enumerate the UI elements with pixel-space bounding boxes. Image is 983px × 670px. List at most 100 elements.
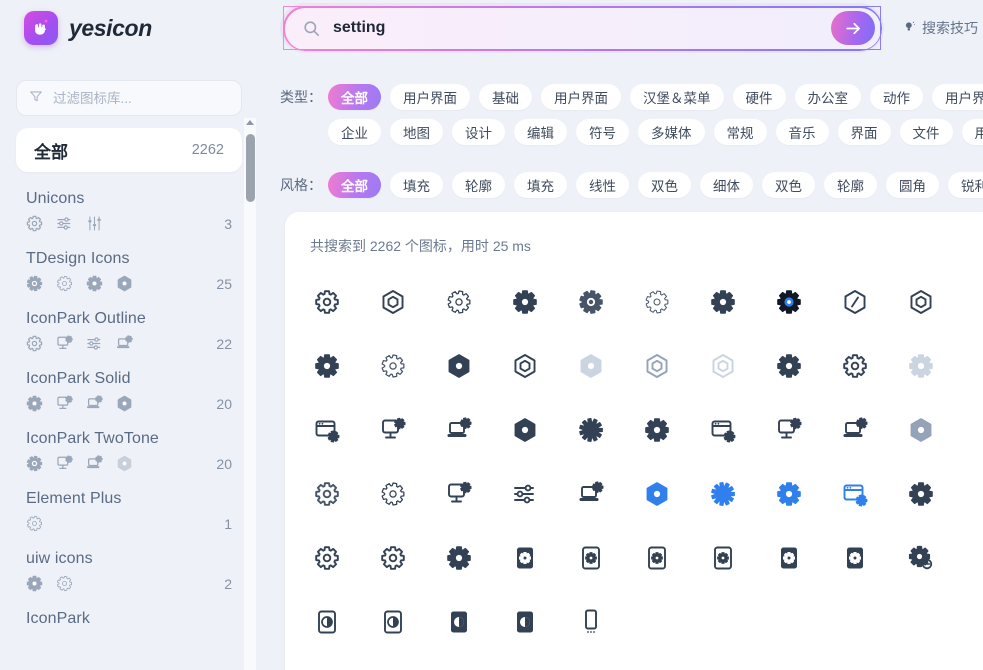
gear-solid-ring-icon[interactable] [558,270,624,334]
type-filter-tag-4[interactable]: 汉堡＆菜单 [630,84,724,110]
gear-hairline-icon[interactable] [624,270,690,334]
style-filter-tag-9[interactable]: 圆角 [886,172,939,198]
hexagon-grey-dot-icon[interactable] [558,334,624,398]
type-filter-tag-7[interactable]: 音乐 [775,119,829,145]
gear-refresh-icon[interactable] [888,526,954,590]
gear-burst-icon[interactable] [558,398,624,462]
gear-sharp-solid-icon[interactable] [426,526,492,590]
phone-gear-outline-alt-icon[interactable] [624,526,690,590]
gear-thin-outline-alt-icon[interactable] [360,462,426,526]
browser-blue-icon[interactable] [822,462,888,526]
gear-thin-outline-icon[interactable] [426,270,492,334]
sidebar-item-unicons[interactable]: Unicons 3 [16,190,242,232]
type-filter-tag-10[interactable]: 用户 [961,119,983,145]
type-filter-tag-7[interactable]: 动作 [870,84,923,110]
type-filter-tag-8[interactable]: 界面 [837,119,891,145]
hexagon-nut-solid-icon[interactable] [492,398,558,462]
hexagon-ring-icon[interactable] [360,270,426,334]
hexagon-nut-icon[interactable] [888,270,954,334]
type-filter-tag-5[interactable]: 多媒体 [638,119,705,145]
sidebar-item-element-plus[interactable]: Element Plus 1 [16,490,242,532]
phone-contrast-solid-alt-icon[interactable] [492,590,558,654]
gear-grey-solid-icon[interactable] [888,334,954,398]
hexagon-light-ring-icon[interactable] [690,334,756,398]
brand[interactable]: yesicon [24,11,260,45]
gear-search-icon[interactable] [294,462,360,526]
sidebar-scrollbar-track[interactable] [244,118,256,670]
chevron-up-icon[interactable] [246,120,254,125]
monitor-config-alt-icon[interactable] [756,398,822,462]
style-filter-tag-1[interactable]: 填充 [390,172,443,198]
phone-gear-outline-icon[interactable] [558,526,624,590]
gear-outline-icon[interactable] [294,270,360,334]
sidebar-item-iconpark[interactable]: IconPark [16,610,242,628]
style-filter-tag-7[interactable]: 双色 [762,172,815,198]
gear-solid-blue-icon[interactable] [756,270,822,334]
type-filter-tag-8[interactable]: 用户界面操作 [932,84,983,110]
sidebar-item-all[interactable]: 全部 2262 [16,128,242,172]
style-filter-tag-5[interactable]: 双色 [638,172,691,198]
gear-outline-alt-icon[interactable] [822,334,888,398]
hexagon-outline-dot-icon[interactable] [492,334,558,398]
hexagon-twotone-icon[interactable] [624,334,690,398]
type-filter-tag-1[interactable]: 地图 [390,119,443,145]
type-filter-tag-0[interactable]: 全部 [328,84,381,110]
gear-sharp-outline-icon[interactable] [294,526,360,590]
laptop-config-icon[interactable] [426,398,492,462]
sidebar-item-iconpark-solid[interactable]: IconPark Solid 20 [16,370,242,412]
hexagon-filled-icon[interactable] [426,334,492,398]
library-filter-field[interactable] [16,80,242,116]
type-filter-tag-4[interactable]: 符号 [576,119,629,145]
gear-solid-icon[interactable] [492,270,558,334]
style-filter-tag-10[interactable]: 锐利 [948,172,983,198]
gear-solid-blue-alt-icon[interactable] [756,462,822,526]
search-input[interactable] [333,19,831,37]
style-filter-tag-4[interactable]: 线性 [576,172,629,198]
gear-burst-blue-icon[interactable] [690,462,756,526]
sliders-icon[interactable] [492,462,558,526]
type-filter-tag-3[interactable]: 编辑 [514,119,567,145]
sidebar-scrollbar-thumb[interactable] [246,134,255,202]
sidebar-item-iconpark-outline[interactable]: IconPark Outline 22 [16,310,242,352]
type-filter-tag-5[interactable]: 硬件 [732,84,786,110]
style-filter-tag-6[interactable]: 细体 [700,172,753,198]
type-filter-tag-6[interactable]: 办公室 [794,84,861,110]
laptop-config-alt-icon[interactable] [822,398,888,462]
browser-config-icon[interactable] [294,398,360,462]
hexagon-twotone-nut-icon[interactable] [888,398,954,462]
gear-solid-large-icon[interactable] [888,462,954,526]
hexagon-blue-icon[interactable] [624,462,690,526]
type-filter-tag-3[interactable]: 用户界面 [541,84,621,110]
browser-config-alt-icon[interactable] [690,398,756,462]
sidebar-item-uiw-icons[interactable]: uiw icons 2 [16,550,242,592]
gear-bold-solid-icon[interactable] [690,270,756,334]
library-filter-input[interactable] [53,90,229,106]
type-filter-tag-0[interactable]: 企业 [328,119,381,145]
monitor-config-solid-icon[interactable] [426,462,492,526]
phone-contrast-outline-icon[interactable] [294,590,360,654]
monitor-config-icon[interactable] [360,398,426,462]
type-filter-tag-2[interactable]: 基础 [479,84,532,110]
type-filter-tag-1[interactable]: 用户界面 [390,84,470,110]
phone-gear-solid-icon[interactable] [492,526,558,590]
gear-round-solid-icon[interactable] [624,398,690,462]
gear-thin-icon[interactable] [360,334,426,398]
style-filter-tag-3[interactable]: 填充 [514,172,567,198]
search-bar[interactable] [283,6,881,50]
mobile-device-icon[interactable] [558,590,624,654]
gear-solid-small-icon[interactable] [294,334,360,398]
style-filter-tag-0[interactable]: 全部 [328,172,381,198]
phone-gear-solid-alt-icon[interactable] [756,526,822,590]
hexagon-slash-icon[interactable] [822,270,888,334]
type-filter-tag-9[interactable]: 文件 [899,119,953,145]
type-filter-tag-2[interactable]: 设计 [452,119,505,145]
phone-contrast-solid-icon[interactable] [426,590,492,654]
search-submit-button[interactable] [831,11,875,45]
phone-gear-outline-alt2-icon[interactable] [690,526,756,590]
style-filter-tag-2[interactable]: 轮廓 [452,172,505,198]
sidebar-item-iconpark-twotone[interactable]: IconPark TwoTone 20 [16,430,242,472]
laptop-config-solid-icon[interactable] [558,462,624,526]
type-filter-tag-6[interactable]: 常规 [713,119,767,145]
phone-gear-solid-alt2-icon[interactable] [822,526,888,590]
gear-solid-alt-icon[interactable] [756,334,822,398]
